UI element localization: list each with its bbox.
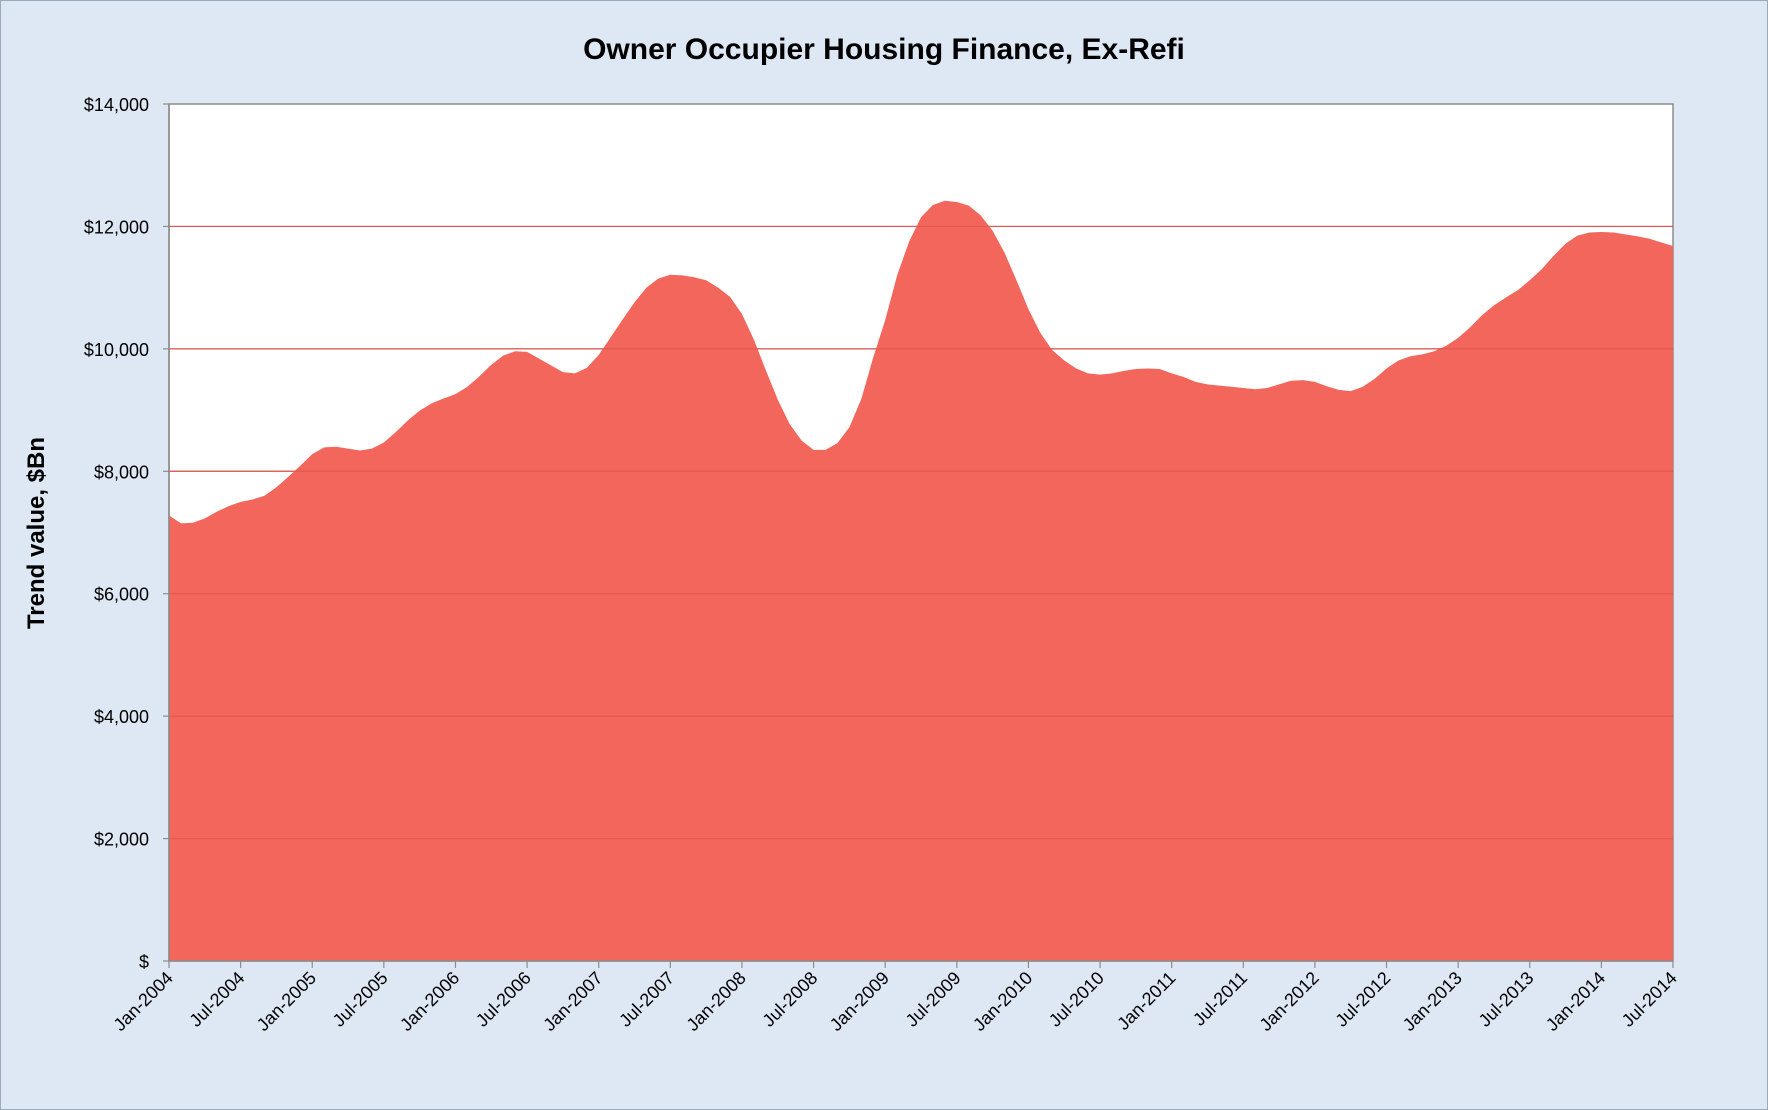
x-tick-label: Jan-2010 — [969, 968, 1036, 1035]
x-tick-label: Jul-2005 — [329, 968, 392, 1031]
y-tick-label: $2,000 — [94, 830, 149, 850]
area-series-fill — [169, 200, 1673, 962]
x-tick-label: Jan-2009 — [826, 968, 893, 1035]
y-tick-label: $8,000 — [94, 462, 149, 482]
y-tick-label: $12,000 — [84, 217, 149, 237]
y-tick-label: $6,000 — [94, 585, 149, 605]
x-tick-label: Jan-2007 — [539, 968, 606, 1035]
chart-title: Owner Occupier Housing Finance, Ex-Refi — [583, 33, 1185, 66]
x-tick-label: Jul-2007 — [615, 968, 678, 1031]
area-series — [169, 200, 1673, 962]
x-tick-label: Jan-2011 — [1113, 968, 1179, 1034]
x-tick-label: Jan-2013 — [1399, 968, 1466, 1035]
y-axis-label: Trend value, $Bn — [23, 437, 50, 629]
x-tick-label: Jul-2013 — [1475, 968, 1538, 1031]
x-tick-label: Jul-2011 — [1189, 968, 1251, 1030]
x-tick-label: Jul-2008 — [758, 968, 821, 1031]
x-tick-label: Jan-2004 — [110, 968, 177, 1035]
x-tick-labels: Jan-2004 Jul-2004 Jan-2005 Jul-2005 Jan-2006… — [110, 961, 1681, 1035]
y-tick-label: $10,000 — [84, 340, 149, 360]
x-tick-label: Jul-2010 — [1045, 968, 1108, 1031]
x-tick-label: Jan-2006 — [396, 968, 463, 1035]
x-tick-label: Jul-2004 — [185, 968, 248, 1031]
x-tick-label: Jul-2006 — [472, 968, 535, 1031]
x-tick-label: Jul-2009 — [902, 968, 965, 1031]
x-tick-label: Jan-2012 — [1256, 968, 1323, 1035]
x-tick-label: Jul-2012 — [1331, 968, 1394, 1031]
y-tick-label: $14,000 — [84, 95, 149, 115]
y-tick-label: $4,000 — [94, 707, 149, 727]
x-tick-label: Jan-2008 — [683, 968, 750, 1035]
gridlines-over-area — [169, 225, 1673, 840]
x-tick-label: Jul-2014 — [1618, 968, 1681, 1031]
x-tick-label: Jan-2005 — [253, 968, 320, 1035]
y-tick-labels: $ $2,000 $4,000 $6,000 $8,000 $10,000 $12,000 $… — [84, 95, 169, 972]
y-tick-label: $ — [139, 952, 149, 972]
x-tick-label: Jan-2014 — [1542, 968, 1609, 1035]
